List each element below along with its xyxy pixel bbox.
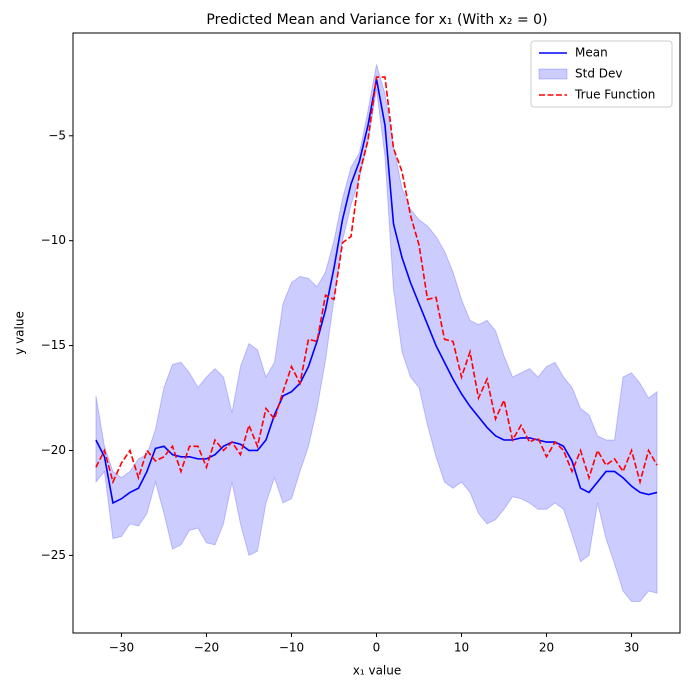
chart-title: Predicted Mean and Variance for x₁ (With… [206,12,547,28]
legend-swatch [538,68,568,80]
x-tick-label: −30 [109,641,134,655]
y-tick-label: −10 [41,233,66,247]
y-tick-label: −25 [41,548,66,562]
y-axis-label: y value [13,311,27,355]
y-tick-label: −5 [48,128,66,142]
x-axis-label: x₁ value [353,664,402,678]
x-tick-label: 30 [624,641,639,655]
legend-box [530,40,673,108]
line [95,76,658,486]
y-tick-label: −20 [41,443,66,457]
legend-label: Std Dev [575,67,622,81]
x-tick-label: 0 [373,641,381,655]
x-tick-label: 10 [454,641,469,655]
plot-area [95,64,658,603]
std-band [95,64,658,603]
x-tick-label: −10 [279,641,304,655]
legend-label: True Function [574,88,655,102]
x-tick-label: 20 [539,641,554,655]
y-tick-label: −15 [41,338,66,352]
x-tick-label: −20 [194,641,219,655]
legend-label: Mean [575,46,608,60]
